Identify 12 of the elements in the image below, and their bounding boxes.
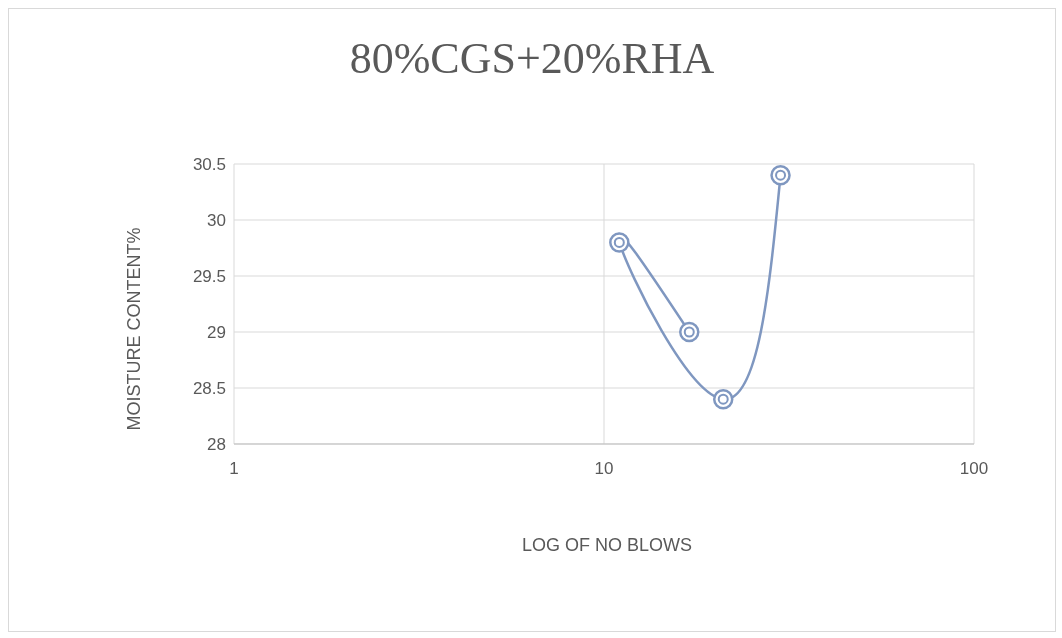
y-tick-label: 30.5 <box>192 155 226 175</box>
x-tick-label: 1 <box>229 459 239 479</box>
y-tick-label: 30 <box>207 211 226 231</box>
x-tick-label: 10 <box>594 459 614 479</box>
x-tick-label: 100 <box>959 459 989 479</box>
x-axis-title: LOG OF NO BLOWS <box>521 535 693 556</box>
y-tick-label: 29 <box>207 323 226 343</box>
chart-title: 80%CGS+20%RHA <box>348 33 716 84</box>
y-tick-label: 29.5 <box>192 267 226 287</box>
y-tick-label: 28 <box>207 435 226 455</box>
y-axis-title: MOISTURE CONTENT% <box>123 227 145 431</box>
y-tick-label: 28.5 <box>192 379 226 399</box>
